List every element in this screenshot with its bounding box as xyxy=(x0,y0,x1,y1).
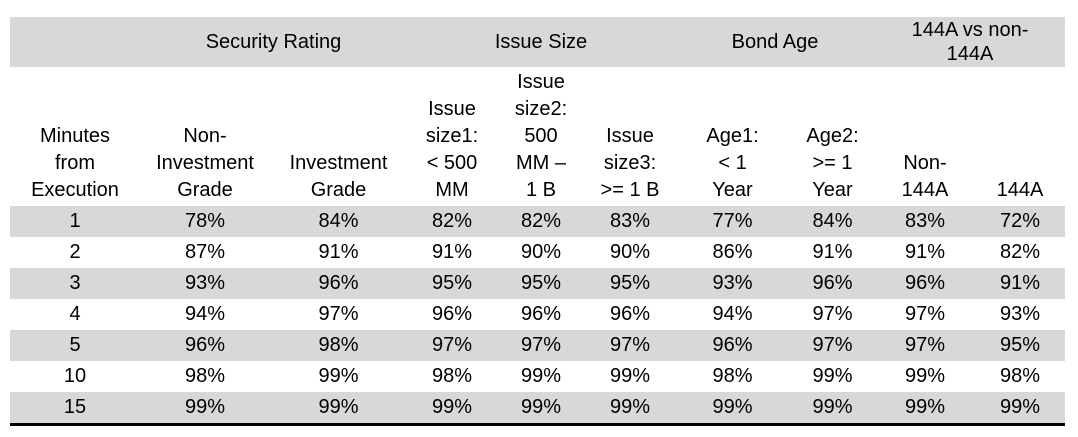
column-header-row: Minutes from Execution Non- Investment G… xyxy=(10,67,1066,206)
execution-stats-table: Security Rating Issue Size Bond Age 144A… xyxy=(10,17,1066,426)
value-cell: 83% xyxy=(585,206,676,237)
minutes-cell: 2 xyxy=(69,241,81,263)
value-cell: 91% xyxy=(975,268,1066,299)
value-cell: 97% xyxy=(905,303,946,325)
value-cell: 91% xyxy=(905,241,946,263)
value-cell: 94% xyxy=(184,303,226,325)
group-header-row: Security Rating Issue Size Bond Age 144A… xyxy=(10,17,1066,67)
value-cell: 95% xyxy=(585,268,676,299)
value-cell: 72% xyxy=(975,206,1066,237)
value-cell: 99% xyxy=(875,392,976,425)
value-cell: 99% xyxy=(318,365,359,387)
col-header-issue-size1: Issue size1: < 500 MM xyxy=(407,67,497,206)
value-cell: 83% xyxy=(875,206,976,237)
value-cell: 82% xyxy=(1000,241,1041,263)
value-cell: 90% xyxy=(609,241,651,263)
value-cell: 96% xyxy=(875,268,976,299)
value-cell: 95% xyxy=(497,268,585,299)
minutes-cell: 10 xyxy=(63,365,87,387)
value-cell: 86% xyxy=(712,241,753,263)
value-cell: 82% xyxy=(407,206,497,237)
value-cell: 98% xyxy=(270,330,407,361)
group-header-144a-vs-non-144a: 144A vs non- 144A xyxy=(875,17,1066,67)
value-cell: 99% xyxy=(609,365,651,387)
value-cell: 99% xyxy=(675,392,791,425)
col-header-investment-grade: Investment Grade xyxy=(270,67,407,206)
table-row-minute-15: 15 99% 99% 99% 99% 99% 99% 99% 99% 99% xyxy=(10,392,1066,425)
value-cell: 99% xyxy=(270,392,407,425)
value-cell: 95% xyxy=(407,268,497,299)
value-cell: 97% xyxy=(812,303,853,325)
col-header-144a: 144A xyxy=(975,67,1066,206)
value-cell: 96% xyxy=(431,303,473,325)
value-cell: 91% xyxy=(431,241,473,263)
value-cell: 97% xyxy=(497,330,585,361)
group-header-security-rating: Security Rating xyxy=(140,17,407,67)
value-cell: 82% xyxy=(497,206,585,237)
value-cell: 96% xyxy=(140,330,270,361)
value-cell: 93% xyxy=(140,268,270,299)
col-header-issue-size2: Issue size2: 500 MM – 1 B xyxy=(497,67,585,206)
group-header-empty xyxy=(10,17,140,67)
minutes-cell: 3 xyxy=(10,268,140,299)
value-cell: 97% xyxy=(318,303,359,325)
value-cell: 98% xyxy=(712,365,753,387)
value-cell: 95% xyxy=(975,330,1066,361)
table-row-minute-3: 3 93% 96% 95% 95% 95% 93% 96% 96% 91% xyxy=(10,268,1066,299)
value-cell: 94% xyxy=(712,303,753,325)
value-cell: 96% xyxy=(675,330,791,361)
value-cell: 84% xyxy=(270,206,407,237)
value-cell: 90% xyxy=(520,241,562,263)
minutes-cell: 15 xyxy=(10,392,140,425)
value-cell: 84% xyxy=(790,206,876,237)
value-cell: 99% xyxy=(975,392,1066,425)
col-header-age2: Age2: >= 1 Year xyxy=(790,67,876,206)
value-cell: 91% xyxy=(318,241,359,263)
group-header-issue-size: Issue Size xyxy=(407,17,676,67)
table-row-minute-5: 5 96% 98% 97% 97% 97% 96% 97% 97% 95% xyxy=(10,330,1066,361)
value-cell: 97% xyxy=(585,330,676,361)
value-cell: 99% xyxy=(905,365,946,387)
group-header-bond-age: Bond Age xyxy=(675,17,876,67)
col-header-issue-size3: Issue size3: >= 1 B xyxy=(585,67,676,206)
table-row-minute-10: 10 98% 99% 98% 99% 99% 98% 99% 99% 98% xyxy=(10,361,1065,392)
value-cell: 96% xyxy=(790,268,876,299)
value-cell: 99% xyxy=(790,392,876,425)
value-cell: 91% xyxy=(812,241,853,263)
table-row-minute-4: 4 94% 97% 96% 96% 96% 94% 97% 97% 93% xyxy=(10,299,1065,330)
value-cell: 99% xyxy=(812,365,853,387)
value-cell: 93% xyxy=(675,268,791,299)
value-cell: 98% xyxy=(1000,365,1041,387)
col-header-minutes-from-execution: Minutes from Execution xyxy=(10,67,140,206)
minutes-cell: 4 xyxy=(69,303,81,325)
col-header-non-144a: Non- 144A xyxy=(875,67,976,206)
value-cell: 77% xyxy=(675,206,791,237)
value-cell: 99% xyxy=(585,392,676,425)
col-header-age1: Age1: < 1 Year xyxy=(675,67,791,206)
value-cell: 98% xyxy=(431,365,473,387)
value-cell: 99% xyxy=(497,392,585,425)
table-row-minute-1: 1 78% 84% 82% 82% 83% 77% 84% 83% 72% xyxy=(10,206,1066,237)
value-cell: 96% xyxy=(270,268,407,299)
value-cell: 96% xyxy=(520,303,562,325)
value-cell: 97% xyxy=(407,330,497,361)
value-cell: 98% xyxy=(184,365,226,387)
col-header-non-investment-grade: Non- Investment Grade xyxy=(140,67,270,206)
value-cell: 87% xyxy=(184,241,226,263)
value-cell: 99% xyxy=(520,365,562,387)
value-cell: 96% xyxy=(609,303,651,325)
value-cell: 97% xyxy=(875,330,976,361)
table-row-minute-2: 2 87% 91% 91% 90% 90% 86% 91% 91% 82% xyxy=(10,237,1065,268)
minutes-cell: 5 xyxy=(10,330,140,361)
value-cell: 99% xyxy=(140,392,270,425)
value-cell: 93% xyxy=(1000,303,1041,325)
value-cell: 99% xyxy=(407,392,497,425)
minutes-cell: 1 xyxy=(10,206,140,237)
value-cell: 78% xyxy=(140,206,270,237)
value-cell: 97% xyxy=(790,330,876,361)
